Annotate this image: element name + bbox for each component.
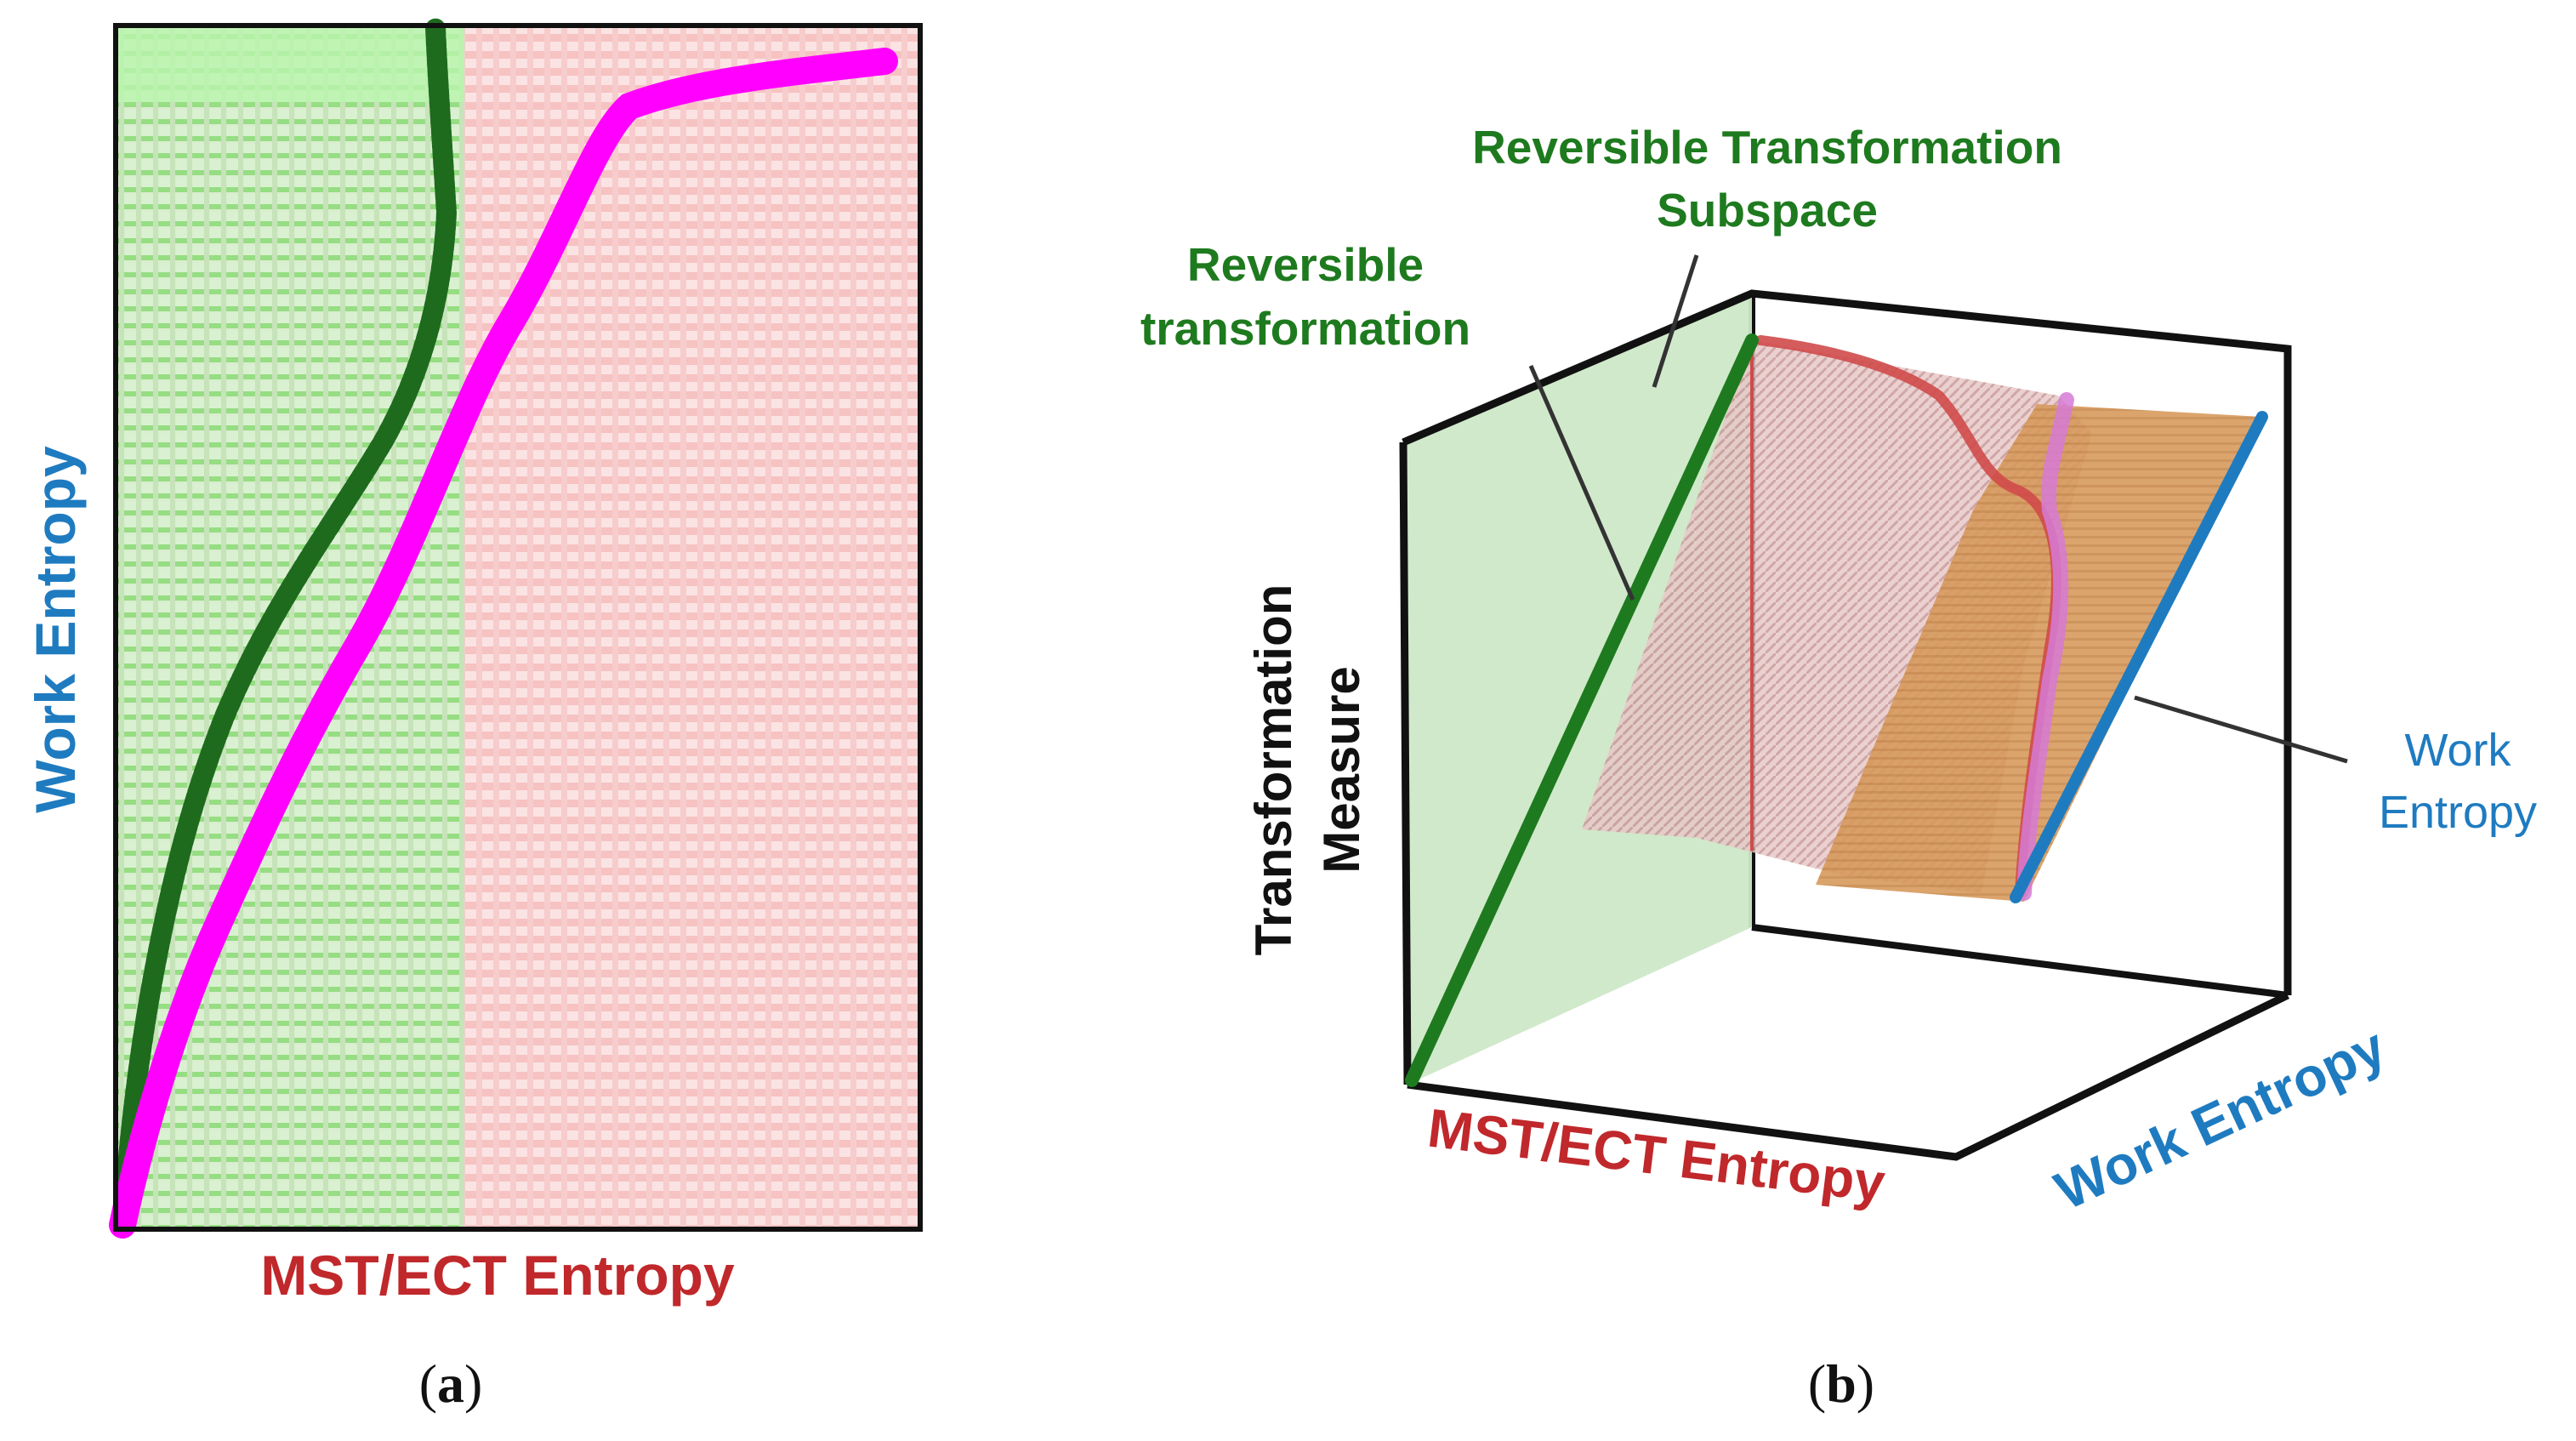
- panel-a-magenta-curve: [109, 48, 898, 1239]
- panel-b-y-axis-label: Work Entropy: [2046, 1016, 2395, 1222]
- reversible-leader-line: [1528, 365, 1635, 601]
- work-entropy-callout-line2: Entropy: [2379, 787, 2537, 838]
- work-entropy-callout-line1: Work: [2404, 725, 2511, 776]
- panel-a-green-curve: [112, 17, 458, 1235]
- panel-b-caption: (b): [1808, 1353, 1874, 1414]
- cube-bottom-back-edge: [1751, 924, 2289, 999]
- reversible-subspace-plane: [1403, 293, 1752, 1085]
- reversible-transformation-line: [1405, 333, 1759, 1087]
- work-entropy-plane: [1816, 404, 2262, 902]
- cube-bottom-front-edge: [1407, 991, 2289, 1161]
- panel-a-y-axis-label: Work Entropy: [24, 446, 87, 813]
- panel-a-green-top-band: [116, 26, 464, 102]
- z-axis-label-line2: Measure: [1313, 666, 1370, 873]
- pink-curve: [2016, 392, 2074, 901]
- cube-top-edge: [1402, 289, 2292, 995]
- panel-a-x-axis-label: MST/ECT Entropy: [260, 1244, 735, 1307]
- z-axis-label-line1: Transformation: [1245, 584, 1302, 956]
- subspace-label-line2: Subspace: [1657, 184, 1878, 236]
- subspace-leader-line: [1652, 254, 1699, 388]
- work-entropy-edge: [2010, 411, 2268, 903]
- panel-a-plot-frame: [113, 23, 923, 1232]
- panel-a-caption: (a): [419, 1353, 483, 1414]
- subspace-label-line1: Reversible Transformation: [1472, 121, 2062, 174]
- work-entropy-leader-line: [2134, 695, 2348, 764]
- panel-b: Reversible Transformation Subspace Rever…: [1140, 121, 2537, 1414]
- reversible-label-line1: Reversible: [1187, 238, 1424, 291]
- reversible-label-line2: transformation: [1140, 302, 1470, 355]
- panel-a: Work Entropy MST/ECT Entropy (a): [24, 17, 923, 1414]
- cube-front-left-edge: [1399, 441, 1412, 1085]
